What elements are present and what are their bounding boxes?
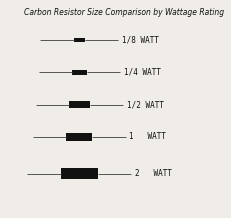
Text: 1/2 WATT: 1/2 WATT [127, 100, 164, 109]
Text: 1/4 WATT: 1/4 WATT [124, 68, 161, 77]
FancyBboxPatch shape [69, 101, 90, 108]
FancyBboxPatch shape [66, 133, 92, 141]
Text: Carbon Resistor Size Comparison by Wattage Rating: Carbon Resistor Size Comparison by Watta… [24, 8, 224, 17]
Text: 1   WATT: 1 WATT [130, 133, 167, 141]
FancyBboxPatch shape [72, 70, 87, 75]
Text: 2   WATT: 2 WATT [135, 169, 172, 178]
FancyBboxPatch shape [74, 38, 85, 42]
Text: 1/8 WATT: 1/8 WATT [122, 36, 159, 45]
FancyBboxPatch shape [61, 168, 98, 179]
